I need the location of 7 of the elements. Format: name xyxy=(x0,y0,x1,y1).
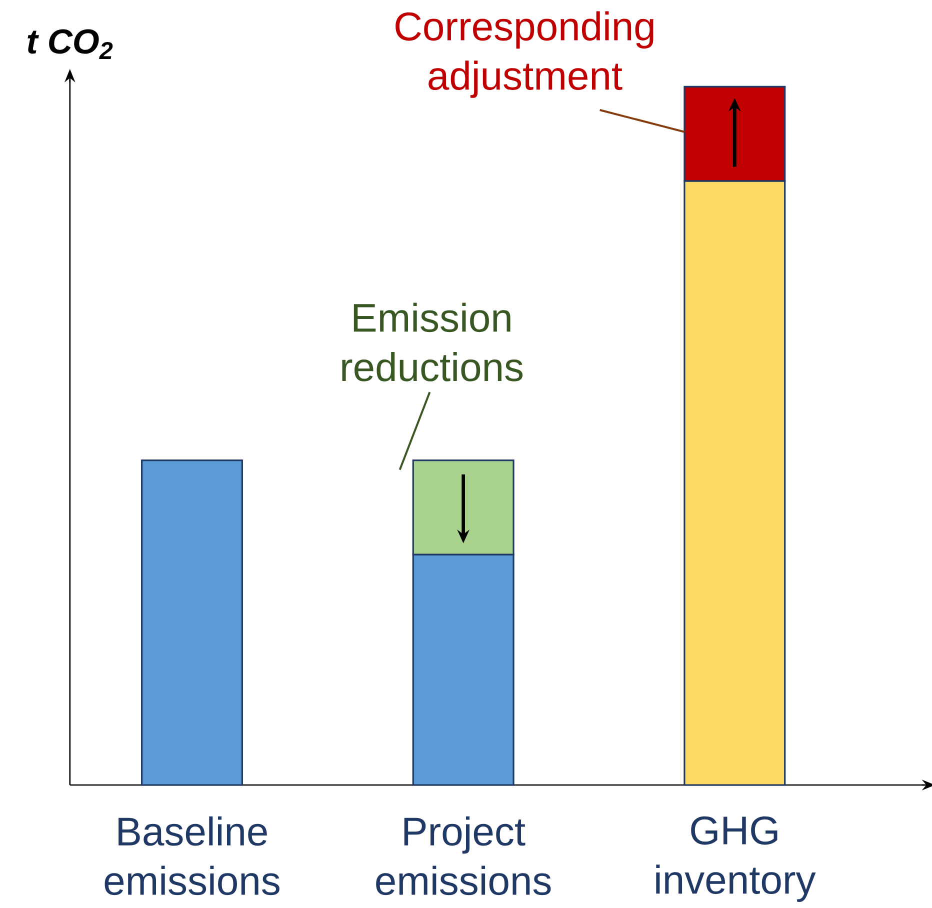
bar xyxy=(141,459,243,786)
annotation: Emission reductions xyxy=(342,302,523,382)
x-tick-label: GHG inventory xyxy=(656,816,816,902)
x-tick-label: Project emissions xyxy=(376,816,551,896)
y-axis-title: t CO$_{2}$ xyxy=(28,29,113,59)
annotation: Corresponding adjustment xyxy=(396,11,654,98)
x-tick-label: Baseline emissions xyxy=(104,816,280,896)
